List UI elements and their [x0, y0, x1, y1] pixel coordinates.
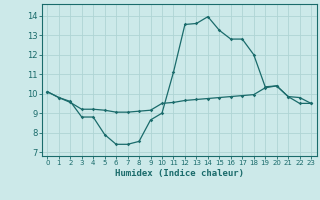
X-axis label: Humidex (Indice chaleur): Humidex (Indice chaleur): [115, 169, 244, 178]
